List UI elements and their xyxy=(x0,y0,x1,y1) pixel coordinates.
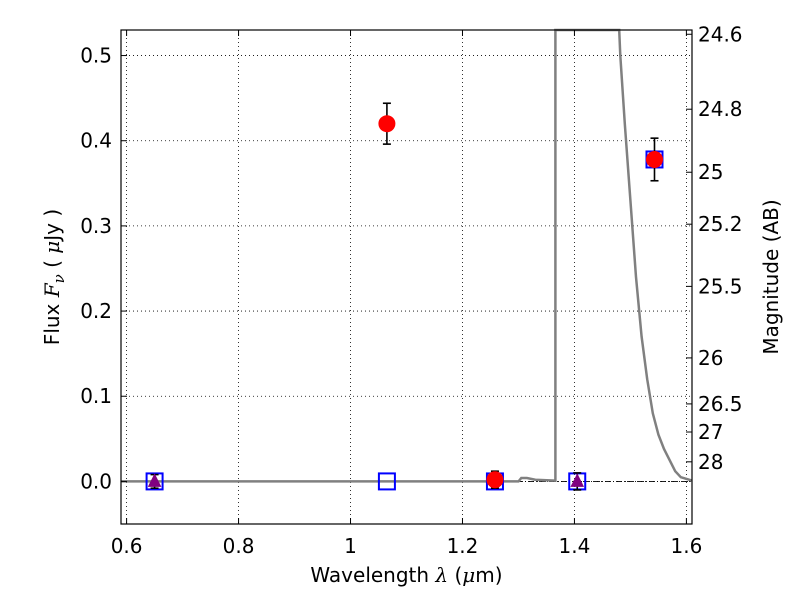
y-tick-label: 0.1 xyxy=(80,384,112,408)
data-point-circle xyxy=(486,471,504,489)
data-point-circle xyxy=(378,115,396,133)
y2-tick-label: 26.5 xyxy=(698,392,743,416)
y-tick-label: 0.3 xyxy=(80,214,112,238)
x-tick-label: 0.8 xyxy=(223,534,255,558)
y2-tick-label: 25.2 xyxy=(698,212,743,236)
transmission-curve-line xyxy=(121,28,693,483)
plot-frame xyxy=(120,29,693,525)
x-axis-label: Wavelength λ (μm) xyxy=(310,563,502,587)
y2-tick-label: 26 xyxy=(698,346,723,370)
series-layer xyxy=(121,28,693,491)
y2-tick-label: 27 xyxy=(698,420,723,444)
y2-tick-label: 24.8 xyxy=(698,97,743,121)
x-tick-label: 1 xyxy=(344,534,357,558)
y-axis-label: Flux Fν ( μJy ) xyxy=(40,209,68,345)
y-tick-label: 0.2 xyxy=(80,299,112,323)
y-tick-label: 0.5 xyxy=(80,44,112,68)
y2-tick-label: 28 xyxy=(698,450,723,474)
y2-tick-label: 25 xyxy=(698,160,723,184)
y2-tick-label: 24.6 xyxy=(698,22,743,46)
x-tick-label: 1.2 xyxy=(447,534,479,558)
y-tick-label: 0.4 xyxy=(80,129,112,153)
data-point-circle xyxy=(645,150,663,168)
y2-tick-label: 25.5 xyxy=(698,274,743,298)
y-tick-label: 0.0 xyxy=(80,469,112,493)
data-point-triangle xyxy=(570,473,585,487)
y2-axis-label: Magnitude (AB) xyxy=(759,199,783,354)
x-tick-label: 1.4 xyxy=(559,534,591,558)
axis-ticks: 0.6 0.8 1 1.2 1.4 1.6 0.0 0.1 0.2 0.3 0.4 0.5 24.6 24… xyxy=(80,22,742,558)
x-tick-label: 0.6 xyxy=(111,534,143,558)
data-point-triangle xyxy=(147,473,162,487)
data-point-square xyxy=(377,472,396,491)
x-tick-label: 1.6 xyxy=(670,534,702,558)
